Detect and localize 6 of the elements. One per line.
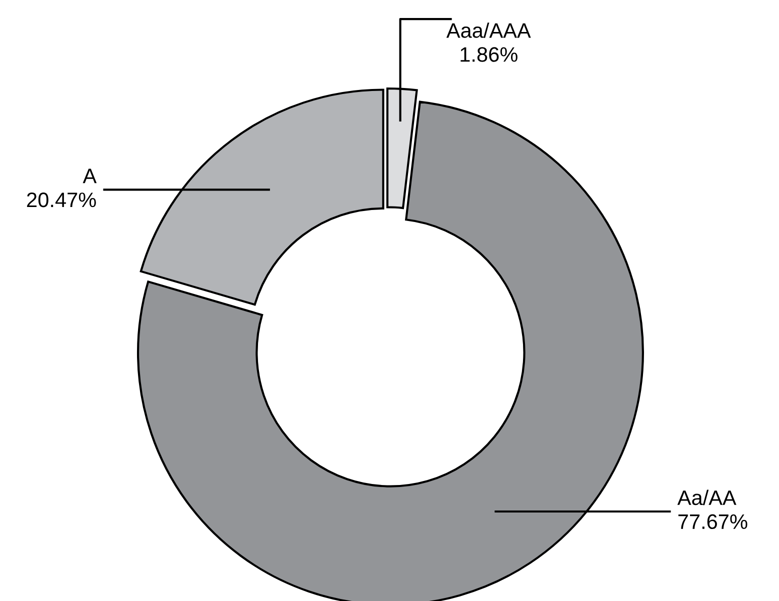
data-label: 20.47% (27, 192, 96, 208)
slice-label: Aa/AA (677, 490, 736, 506)
data-label: 77.67% (678, 514, 748, 530)
slice-label: Aaa/AAA (446, 22, 531, 38)
data-label: 1.86% (460, 47, 518, 62)
slice-label: A (82, 168, 97, 184)
